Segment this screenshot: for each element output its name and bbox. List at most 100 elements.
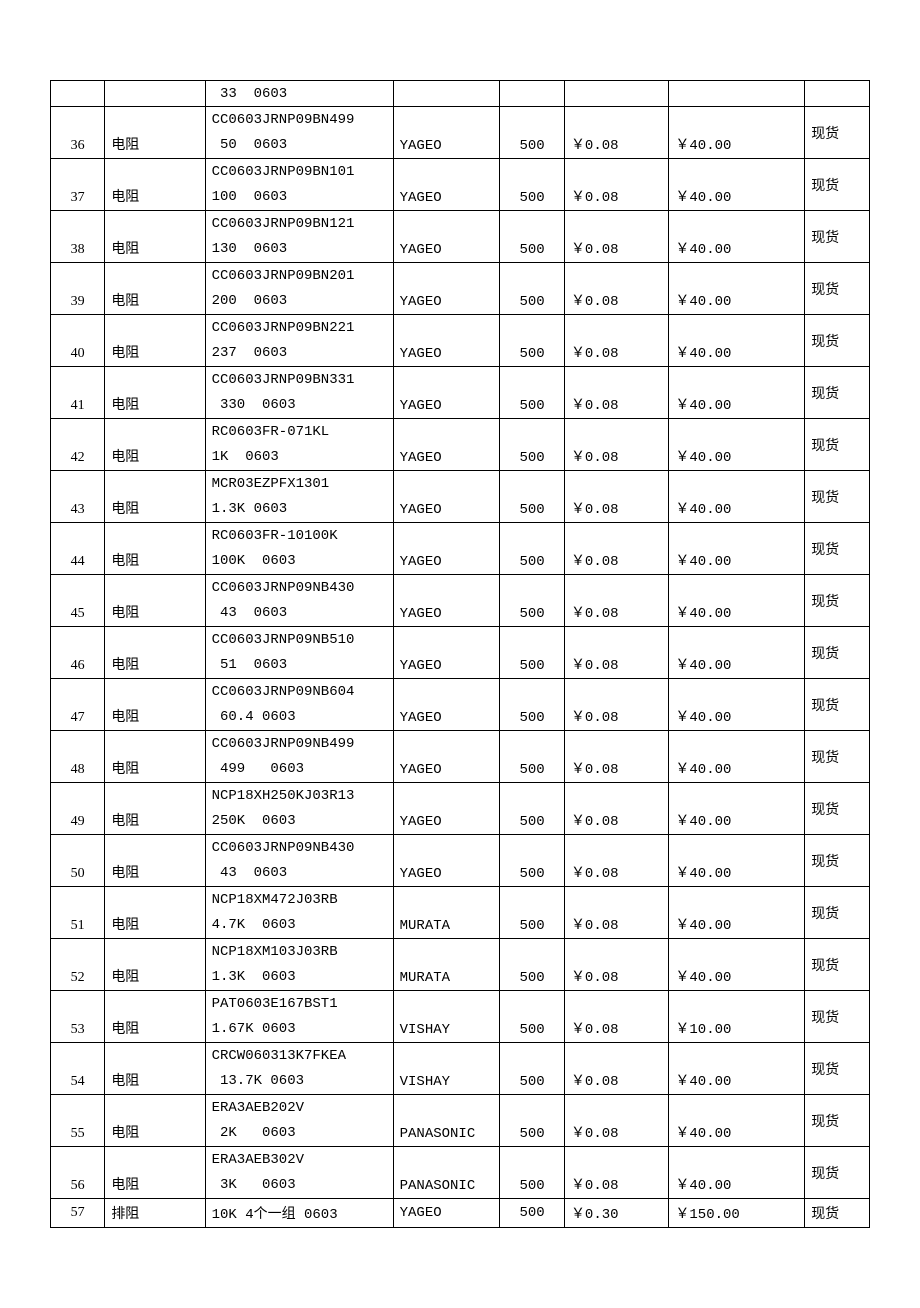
mfr-cell-text: YAGEO bbox=[394, 446, 500, 470]
stock-cell-text: 现货 bbox=[805, 1199, 869, 1227]
qty-cell: 500 bbox=[500, 575, 565, 627]
desc-cell: CC0603JRNP09NB499 bbox=[205, 731, 393, 757]
category-cell-text: 电阻 bbox=[105, 1170, 204, 1198]
desc-cell-text: 13.7K 0603 bbox=[206, 1069, 393, 1093]
category-cell-text: 电阻 bbox=[105, 650, 204, 678]
category-cell-text: 电阻 bbox=[105, 182, 204, 210]
mfr-cell: YAGEO bbox=[393, 783, 500, 835]
idx-cell: 53 bbox=[51, 991, 105, 1043]
unit-price-cell: ￥0.08 bbox=[564, 211, 668, 263]
table-row: 47电阻CC0603JRNP09NB604YAGEO500￥0.08￥40.00… bbox=[51, 679, 870, 705]
desc-cell: 43 0603 bbox=[205, 601, 393, 627]
total-cell-text: ￥40.00 bbox=[669, 754, 804, 782]
unit-price-cell-text: ￥0.08 bbox=[565, 286, 668, 314]
total-cell: ￥40.00 bbox=[669, 783, 805, 835]
idx-cell-text: 54 bbox=[51, 1070, 104, 1094]
stock-cell-text: 现货 bbox=[805, 899, 869, 927]
stock-cell-text: 现货 bbox=[805, 483, 869, 511]
mfr-cell: VISHAY bbox=[393, 991, 500, 1043]
qty-cell: 500 bbox=[500, 263, 565, 315]
unit-price-cell: ￥0.30 bbox=[564, 1199, 668, 1228]
stock-cell-text: 现货 bbox=[805, 379, 869, 407]
category-cell-text bbox=[105, 90, 204, 98]
qty-cell: 500 bbox=[500, 1043, 565, 1095]
idx-cell: 39 bbox=[51, 263, 105, 315]
idx-cell bbox=[51, 81, 105, 107]
stock-cell-text: 现货 bbox=[805, 1159, 869, 1187]
desc-cell: 50 0603 bbox=[205, 133, 393, 159]
qty-cell: 500 bbox=[500, 731, 565, 783]
idx-cell: 43 bbox=[51, 471, 105, 523]
desc-cell: 1.3K 0603 bbox=[205, 497, 393, 523]
desc-cell: 200 0603 bbox=[205, 289, 393, 315]
category-cell: 电阻 bbox=[105, 263, 205, 315]
category-cell-text: 电阻 bbox=[105, 858, 204, 886]
stock-cell: 现货 bbox=[805, 315, 870, 367]
unit-price-cell-text: ￥0.08 bbox=[565, 494, 668, 522]
total-cell-text: ￥40.00 bbox=[669, 338, 804, 366]
desc-cell-text: 60.4 0603 bbox=[206, 705, 393, 729]
stock-cell-text: 现货 bbox=[805, 1055, 869, 1083]
qty-cell-text: 500 bbox=[500, 342, 564, 366]
total-cell-text: ￥40.00 bbox=[669, 494, 804, 522]
desc-cell: PAT0603E167BST1 bbox=[205, 991, 393, 1017]
idx-cell-text: 38 bbox=[51, 238, 104, 262]
total-cell: ￥40.00 bbox=[669, 1095, 805, 1147]
category-cell-text: 电阻 bbox=[105, 338, 204, 366]
unit-price-cell-text: ￥0.08 bbox=[565, 182, 668, 210]
total-cell-text: ￥40.00 bbox=[669, 182, 804, 210]
idx-cell-text: 49 bbox=[51, 810, 104, 834]
unit-price-cell: ￥0.08 bbox=[564, 419, 668, 471]
category-cell-text: 电阻 bbox=[105, 546, 204, 574]
table-row: 36电阻CC0603JRNP09BN499YAGEO500￥0.08￥40.00… bbox=[51, 107, 870, 133]
unit-price-cell-text: ￥0.08 bbox=[565, 858, 668, 886]
desc-cell-text: CRCW060313K7FKEA bbox=[206, 1044, 393, 1068]
category-cell-text: 电阻 bbox=[105, 598, 204, 626]
desc-cell-text: 237 0603 bbox=[206, 341, 393, 365]
desc-cell-text: 3K 0603 bbox=[206, 1173, 393, 1197]
idx-cell-text: 42 bbox=[51, 446, 104, 470]
total-cell: ￥40.00 bbox=[669, 731, 805, 783]
unit-price-cell-text: ￥0.08 bbox=[565, 806, 668, 834]
total-cell: ￥10.00 bbox=[669, 991, 805, 1043]
unit-price-cell: ￥0.08 bbox=[564, 1095, 668, 1147]
unit-price-cell: ￥0.08 bbox=[564, 315, 668, 367]
total-cell-text bbox=[669, 90, 804, 98]
desc-cell-text: 2K 0603 bbox=[206, 1121, 393, 1145]
table-row: 40电阻CC0603JRNP09BN221YAGEO500￥0.08￥40.00… bbox=[51, 315, 870, 341]
table-row: 50电阻CC0603JRNP09NB430YAGEO500￥0.08￥40.00… bbox=[51, 835, 870, 861]
idx-cell: 54 bbox=[51, 1043, 105, 1095]
desc-cell-text: CC0603JRNP09BN499 bbox=[206, 108, 393, 132]
table-row: 48电阻CC0603JRNP09NB499YAGEO500￥0.08￥40.00… bbox=[51, 731, 870, 757]
qty-cell: 500 bbox=[500, 523, 565, 575]
stock-cell: 现货 bbox=[805, 107, 870, 159]
mfr-cell-text: YAGEO bbox=[394, 1201, 500, 1225]
mfr-cell-text: YAGEO bbox=[394, 862, 500, 886]
total-cell: ￥40.00 bbox=[669, 159, 805, 211]
qty-cell-text: 500 bbox=[500, 134, 564, 158]
qty-cell-text: 500 bbox=[500, 654, 564, 678]
unit-price-cell: ￥0.08 bbox=[564, 523, 668, 575]
category-cell: 电阻 bbox=[105, 1043, 205, 1095]
category-cell-text: 电阻 bbox=[105, 754, 204, 782]
stock-cell: 现货 bbox=[805, 991, 870, 1043]
desc-cell-text: CC0603JRNP09NB510 bbox=[206, 628, 393, 652]
mfr-cell: YAGEO bbox=[393, 315, 500, 367]
mfr-cell: MURATA bbox=[393, 887, 500, 939]
qty-cell-text: 500 bbox=[500, 550, 564, 574]
unit-price-cell-text: ￥0.08 bbox=[565, 702, 668, 730]
total-cell: ￥40.00 bbox=[669, 575, 805, 627]
mfr-cell-text: PANASONIC bbox=[394, 1122, 500, 1146]
qty-cell-text: 500 bbox=[500, 238, 564, 262]
total-cell-text: ￥40.00 bbox=[669, 598, 804, 626]
unit-price-cell: ￥0.08 bbox=[564, 731, 668, 783]
mfr-cell-text: YAGEO bbox=[394, 290, 500, 314]
stock-cell-text: 现货 bbox=[805, 275, 869, 303]
desc-cell: 100K 0603 bbox=[205, 549, 393, 575]
unit-price-cell-text: ￥0.08 bbox=[565, 754, 668, 782]
idx-cell: 51 bbox=[51, 887, 105, 939]
stock-cell-text: 现货 bbox=[805, 587, 869, 615]
qty-cell-text: 500 bbox=[500, 1070, 564, 1094]
total-cell: ￥40.00 bbox=[669, 1147, 805, 1199]
desc-cell-text: PAT0603E167BST1 bbox=[206, 992, 393, 1016]
